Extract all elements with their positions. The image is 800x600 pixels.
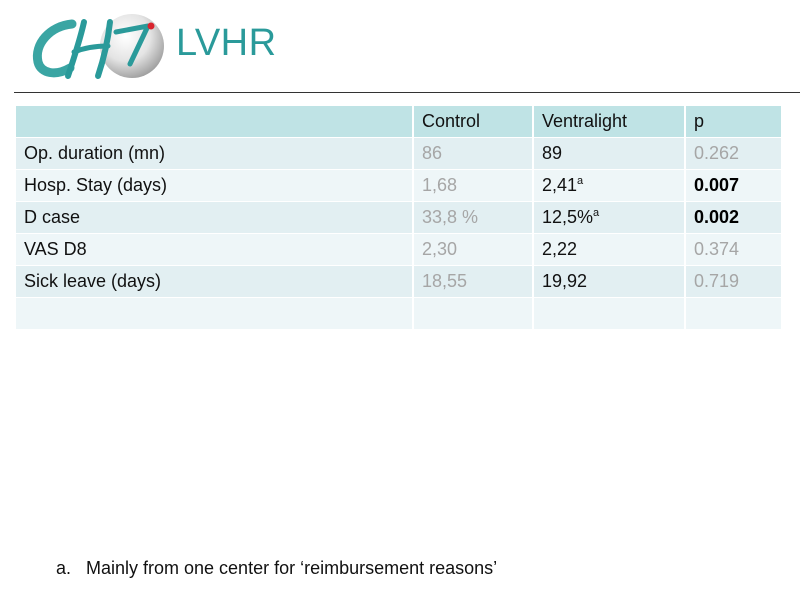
footnote-marker: a (577, 175, 584, 187)
ventralight-number: 2,41 (542, 175, 578, 195)
footnote-marker: a (593, 207, 600, 219)
table-row: Hosp. Stay (days) 1,68 2,41a 0.007 (16, 170, 781, 202)
ventralight-value (534, 298, 686, 330)
header-cell-label (16, 106, 414, 138)
p-value (686, 298, 781, 330)
footnote-text: Mainly from one center for ‘reimbursemen… (86, 558, 498, 578)
header-cell-ventralight: Ventralight (534, 106, 686, 138)
p-value: 0.374 (686, 234, 781, 266)
p-value: 0.719 (686, 266, 781, 298)
p-value: 0.262 (686, 138, 781, 170)
row-label: Sick leave (days) (16, 266, 414, 298)
ventralight-value: 2,22 (534, 234, 686, 266)
row-label: VAS D8 (16, 234, 414, 266)
control-value: 86 (414, 138, 534, 170)
ventralight-number: 19,92 (542, 271, 588, 291)
ventralight-value: 12,5%a (534, 202, 686, 234)
results-table: Control Ventralight p Op. duration (mn) … (16, 106, 781, 330)
table-row (16, 298, 781, 330)
footnote-label: a. (56, 558, 72, 578)
control-value (414, 298, 534, 330)
ch-logo-icon (32, 14, 164, 79)
header-cell-control: Control (414, 106, 534, 138)
table-row: D case 33,8 % 12,5%a 0.002 (16, 202, 781, 234)
ventralight-value: 2,41a (534, 170, 686, 202)
control-value: 2,30 (414, 234, 534, 266)
footnote: a. Mainly from one center for ‘reimbursem… (56, 558, 497, 579)
ventralight-number: 2,22 (542, 239, 578, 259)
row-label: D case (16, 202, 414, 234)
ventralight-value: 19,92 (534, 266, 686, 298)
ventralight-value: 89 (534, 138, 686, 170)
table-row: Op. duration (mn) 86 89 0.262 (16, 138, 781, 170)
row-label (16, 298, 414, 330)
p-value: 0.007 (686, 170, 781, 202)
control-value: 33,8 % (414, 202, 534, 234)
slide-title: LVHR (176, 22, 277, 64)
control-value: 1,68 (414, 170, 534, 202)
table-row: Sick leave (days) 18,55 19,92 0.719 (16, 266, 781, 298)
row-label: Op. duration (mn) (16, 138, 414, 170)
table-header-row: Control Ventralight p (16, 106, 781, 138)
ventralight-number: 12,5% (542, 207, 594, 227)
table-row: VAS D8 2,30 2,22 0.374 (16, 234, 781, 266)
row-label: Hosp. Stay (days) (16, 170, 414, 202)
header-cell-p: p (686, 106, 781, 138)
title-divider (14, 92, 800, 93)
ventralight-number: 89 (542, 143, 563, 163)
control-value: 18,55 (414, 266, 534, 298)
p-value: 0.002 (686, 202, 781, 234)
